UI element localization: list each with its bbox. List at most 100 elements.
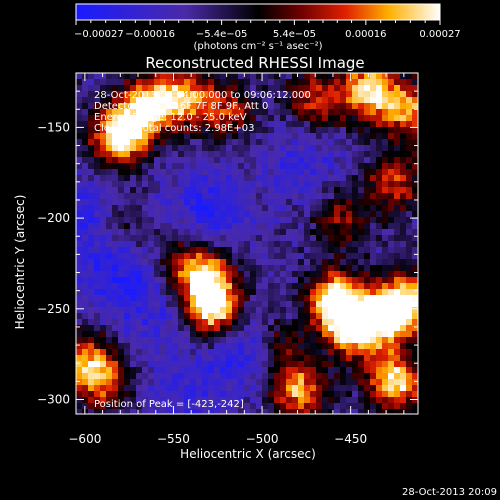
heatmap-cell	[190, 241, 196, 247]
heatmap-cell	[322, 379, 328, 385]
heatmap-cell	[130, 343, 136, 349]
heatmap-cell	[304, 211, 310, 217]
heatmap-cell	[406, 115, 412, 121]
heatmap-cell	[148, 373, 154, 379]
heatmap-cell	[136, 229, 142, 235]
heatmap-cell	[208, 307, 214, 313]
heatmap-cell	[370, 115, 376, 121]
heatmap-cell	[88, 325, 94, 331]
heatmap-cell	[220, 139, 226, 145]
heatmap-cell	[352, 385, 358, 391]
heatmap-cell	[76, 175, 82, 181]
heatmap-cell	[352, 391, 358, 397]
heatmap-cell	[100, 121, 106, 127]
heatmap-cell	[334, 409, 340, 414]
heatmap-cell	[262, 373, 268, 379]
heatmap-cell	[184, 349, 190, 355]
heatmap-cell	[238, 139, 244, 145]
heatmap-cell	[328, 181, 334, 187]
heatmap-cell	[244, 91, 250, 97]
heatmap-cell	[412, 121, 418, 127]
heatmap-cell	[274, 85, 280, 91]
heatmap-cell	[178, 181, 184, 187]
heatmap-cell	[310, 223, 316, 229]
heatmap-cell	[262, 133, 268, 139]
heatmap-cell	[358, 289, 364, 295]
heatmap-cell	[184, 199, 190, 205]
heatmap-cell	[94, 319, 100, 325]
heatmap-cell	[250, 127, 256, 133]
heatmap-cell	[196, 151, 202, 157]
heatmap-cell	[328, 307, 334, 313]
heatmap-cell	[190, 211, 196, 217]
heatmap-cell	[292, 193, 298, 199]
heatmap-cell	[388, 73, 394, 79]
heatmap-cell	[394, 157, 400, 163]
heatmap-cell	[76, 325, 82, 331]
heatmap-cell	[208, 193, 214, 199]
heatmap-cell	[190, 121, 196, 127]
heatmap-cell	[226, 229, 232, 235]
heatmap-cell	[364, 205, 370, 211]
heatmap-cell	[112, 175, 118, 181]
heatmap-cell	[412, 211, 418, 217]
heatmap-cell	[280, 181, 286, 187]
heatmap-cell	[394, 109, 400, 115]
heatmap-cell	[250, 277, 256, 283]
heatmap-cell	[400, 229, 406, 235]
heatmap-cell	[76, 283, 82, 289]
heatmap-cell	[346, 355, 352, 361]
heatmap-cell	[316, 349, 322, 355]
heatmap-cell	[286, 97, 292, 103]
heatmap-cell	[142, 211, 148, 217]
heatmap-cell	[358, 175, 364, 181]
heatmap-cell	[148, 121, 154, 127]
heatmap-cell	[262, 91, 268, 97]
heatmap-cell	[238, 115, 244, 121]
heatmap-cell	[202, 103, 208, 109]
heatmap-cell	[244, 277, 250, 283]
heatmap-cell	[112, 121, 118, 127]
heatmap-cell	[352, 253, 358, 259]
plot-frame	[75, 72, 419, 415]
heatmap-cell	[370, 109, 376, 115]
heatmap-cell	[268, 79, 274, 85]
heatmap-cell	[178, 163, 184, 169]
heatmap-cell	[268, 289, 274, 295]
heatmap-cell	[178, 307, 184, 313]
heatmap-cell	[388, 307, 394, 313]
heatmap-cell	[310, 313, 316, 319]
heatmap-cell	[94, 403, 100, 409]
heatmap-cell	[388, 373, 394, 379]
heatmap-cell	[382, 145, 388, 151]
heatmap-cell	[148, 301, 154, 307]
heatmap-cell	[400, 121, 406, 127]
heatmap-cell	[370, 187, 376, 193]
heatmap-cell	[334, 259, 340, 265]
heatmap-cell	[106, 385, 112, 391]
heatmap-cell	[316, 97, 322, 103]
heatmap-cell	[190, 229, 196, 235]
heatmap-cell	[340, 271, 346, 277]
heatmap-cell	[142, 199, 148, 205]
heatmap-cell	[340, 337, 346, 343]
heatmap-cell	[268, 319, 274, 325]
heatmap-cell	[346, 271, 352, 277]
heatmap-cell	[256, 379, 262, 385]
heatmap-cell	[334, 307, 340, 313]
heatmap-cell	[172, 325, 178, 331]
heatmap-cell	[112, 397, 118, 403]
heatmap-cell	[394, 391, 400, 397]
heatmap-cell	[292, 175, 298, 181]
heatmap-cell	[112, 133, 118, 139]
heatmap-cell	[388, 409, 394, 414]
heatmap-cell	[322, 307, 328, 313]
heatmap-cell	[208, 283, 214, 289]
heatmap-cell	[76, 79, 82, 85]
heatmap-cell	[178, 211, 184, 217]
heatmap-cell	[304, 217, 310, 223]
heatmap-cell	[400, 115, 406, 121]
heatmap-cell	[226, 409, 232, 414]
heatmap-cell	[208, 301, 214, 307]
heatmap-cell	[256, 307, 262, 313]
